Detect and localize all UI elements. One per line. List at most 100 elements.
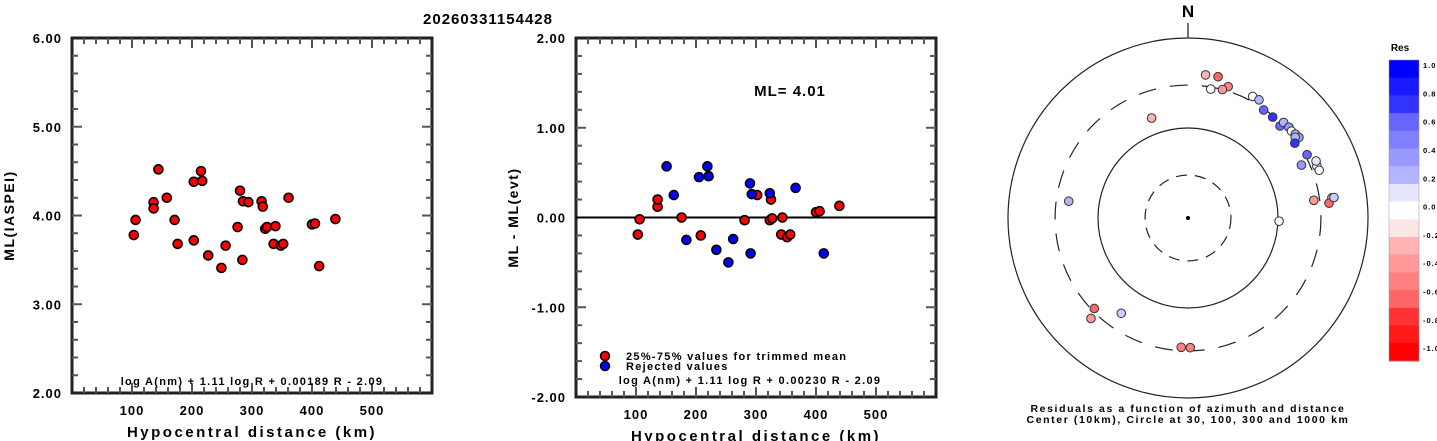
x-tick-label: 300 bbox=[240, 403, 265, 418]
trimmed-mean-point bbox=[634, 213, 645, 225]
rejected-point bbox=[744, 178, 756, 189]
x-tick-label: 400 bbox=[804, 407, 829, 422]
station-residual-marker bbox=[1146, 113, 1157, 123]
station-residual-marker bbox=[1063, 196, 1074, 207]
ml-vs-distance-plot: 100 200 300 400 500 2.00 3.00 4.00 5.00 6.00 Hypoc… bbox=[1, 31, 434, 441]
formula-annotation: log A(nm) + 1.11 log R + 0.00189 R - 2.0… bbox=[121, 376, 384, 388]
colorbar-swatch bbox=[1389, 343, 1419, 362]
y-axis-label: ML(IASPEI) bbox=[1, 170, 17, 260]
data-point bbox=[330, 213, 341, 225]
ml-value-label: ML= 4.01 bbox=[754, 83, 826, 100]
legend-label: 25%-75% values for trimmed mean bbox=[626, 351, 847, 363]
station-residual-marker bbox=[1267, 112, 1278, 122]
y-tick-label: 5.00 bbox=[33, 120, 62, 135]
station-residual-marker bbox=[1205, 84, 1216, 94]
data-point bbox=[153, 164, 164, 175]
rejected-point bbox=[693, 171, 705, 183]
colorbar-swatch bbox=[1389, 166, 1419, 185]
station-residual-marker bbox=[1176, 342, 1187, 353]
station-residual-marker bbox=[1213, 71, 1223, 82]
y-tick-label: 6.00 bbox=[33, 31, 62, 46]
formula-annotation: log A(nm) + 1.11 log R + 0.00230 R - 2.0… bbox=[619, 375, 882, 387]
colorbar-swatch bbox=[1389, 237, 1419, 256]
data-point bbox=[237, 254, 248, 266]
y-axis-label: ML - ML(evt) bbox=[505, 167, 521, 267]
colorbar-swatch bbox=[1389, 95, 1419, 114]
colorbar-tick-label: 0.0 bbox=[1423, 203, 1436, 212]
y-tick-label: -2.00 bbox=[531, 390, 566, 405]
trimmed-mean-point bbox=[834, 200, 845, 212]
x-tick-label: 100 bbox=[120, 403, 145, 418]
colorbar-swatch bbox=[1389, 60, 1419, 79]
station-residual-marker bbox=[1329, 192, 1339, 203]
data-point bbox=[270, 220, 281, 232]
colorbar-swatch bbox=[1389, 290, 1419, 309]
x-tick-label: 300 bbox=[744, 407, 769, 422]
rejected-point bbox=[681, 234, 692, 246]
x-axis-label: Hypocentral distance (km) bbox=[631, 428, 881, 441]
residual-colorbar: Res 1.0 0.8 0.6 0.4 0.2 0.0 -0.2 -0.4 -0.6 -0.8 -1.… bbox=[1388, 43, 1437, 362]
data-point bbox=[202, 250, 214, 261]
station-residual-marker bbox=[1314, 165, 1325, 176]
figure-title: 20260331154428 bbox=[423, 11, 553, 28]
y-tick-label: 1.00 bbox=[537, 121, 566, 136]
legend-label: Rejected values bbox=[626, 361, 729, 373]
trimmed-mean-point bbox=[676, 212, 687, 223]
colorbar-tick-label: -0.8 bbox=[1423, 316, 1437, 325]
trimmed-mean-point bbox=[652, 194, 663, 205]
x-axis-label: Hypocentral distance (km) bbox=[127, 424, 377, 441]
legend-marker bbox=[599, 350, 611, 362]
data-point bbox=[277, 238, 289, 250]
station-residual-marker bbox=[1302, 149, 1312, 160]
data-point bbox=[188, 235, 200, 246]
station-residual-marker bbox=[1200, 70, 1211, 80]
trimmed-mean-point bbox=[695, 230, 707, 241]
rejected-point bbox=[668, 189, 680, 201]
station-residual-marker bbox=[1116, 308, 1127, 319]
plot-frame bbox=[70, 36, 434, 395]
data-point bbox=[161, 192, 173, 204]
legend-marker bbox=[599, 360, 611, 372]
colorbar-swatch bbox=[1389, 307, 1419, 326]
epicenter-marker bbox=[1186, 216, 1190, 220]
data-point bbox=[196, 175, 208, 187]
polar-caption-line1: Residuals as a function of azimuth and d… bbox=[1031, 403, 1346, 415]
y-tick-label: 0.00 bbox=[537, 211, 566, 226]
data-point bbox=[261, 221, 273, 233]
trimmed-mean-point bbox=[766, 213, 778, 224]
data-point bbox=[257, 201, 269, 212]
colorbar-swatch bbox=[1389, 201, 1419, 220]
data-point bbox=[188, 176, 200, 188]
colorbar-frame bbox=[1388, 59, 1420, 362]
colorbar-tick-label: 0.6 bbox=[1423, 118, 1436, 127]
colorbar-tick-label: 0.2 bbox=[1423, 174, 1436, 183]
data-point bbox=[172, 238, 183, 250]
north-label: N bbox=[1182, 2, 1194, 21]
trimmed-mean-point bbox=[814, 205, 825, 217]
station-residual-marker bbox=[1274, 216, 1284, 226]
data-point bbox=[130, 214, 141, 226]
y-tick-label: 3.00 bbox=[33, 297, 62, 312]
data-point bbox=[195, 165, 207, 177]
x-tick-label: 200 bbox=[684, 407, 709, 422]
rejected-point bbox=[723, 257, 734, 268]
rejected-point bbox=[745, 248, 756, 259]
rejected-point bbox=[790, 182, 801, 194]
y-tick-label: 2.00 bbox=[33, 386, 62, 401]
colorbar-title: Res bbox=[1391, 43, 1410, 54]
colorbar-tick-label: -0.4 bbox=[1423, 259, 1437, 268]
colorbar-swatch bbox=[1389, 325, 1419, 344]
colorbar-tick-label: -0.2 bbox=[1423, 231, 1437, 240]
data-point bbox=[309, 218, 321, 229]
rejected-point bbox=[727, 233, 739, 245]
station-residual-marker bbox=[1311, 156, 1321, 166]
colorbar-swatch bbox=[1389, 130, 1419, 149]
trimmed-mean-point bbox=[739, 214, 750, 226]
polar-caption-line2: Center (10km), Circle at 30, 100, 300 an… bbox=[1027, 414, 1350, 426]
colorbar-swatch bbox=[1389, 254, 1419, 273]
y-tick-label: 4.00 bbox=[33, 209, 62, 224]
x-tick-label: 400 bbox=[300, 403, 325, 418]
range-circle-30km bbox=[1144, 174, 1232, 262]
data-point bbox=[216, 262, 227, 274]
